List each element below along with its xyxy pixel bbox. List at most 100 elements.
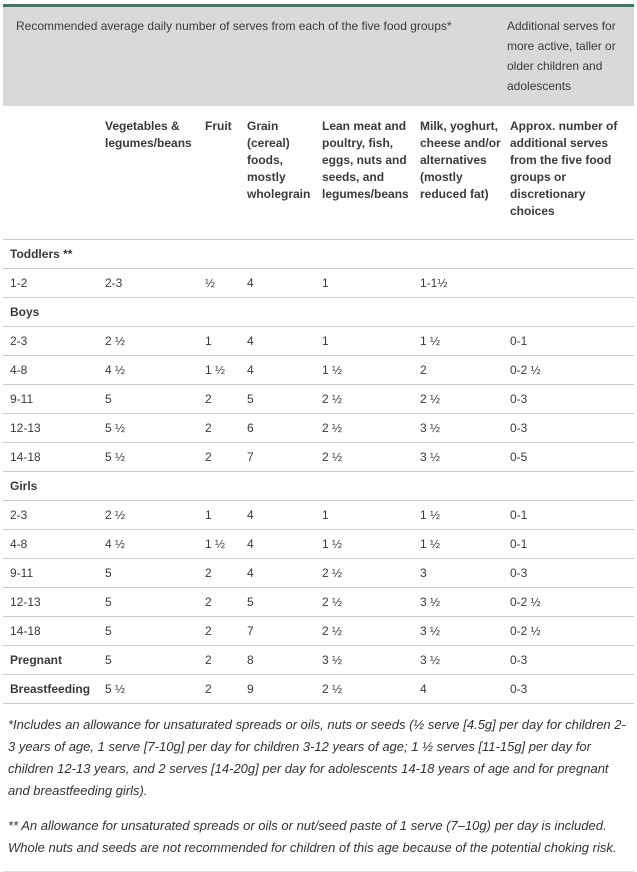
column-header: Milk, yoghurt, cheese and/or alternative…: [420, 119, 501, 201]
column-header: Approx. number of additional serves from…: [510, 119, 618, 218]
value-cell: 0-5: [510, 442, 634, 472]
value-cell: 0-3: [510, 413, 634, 443]
value-cell: 2: [205, 442, 247, 472]
section-label: Girls: [3, 471, 634, 501]
value-cell: 0-3: [510, 674, 634, 704]
value-cell: 4: [247, 500, 322, 530]
value-cell: 5 ½: [105, 413, 205, 443]
value-cell: 2 ½: [322, 384, 420, 414]
value-cell: 2 ½: [420, 384, 510, 414]
value-cell: 3 ½: [420, 616, 510, 646]
value-cell: 3 ½: [420, 587, 510, 617]
value-cell: 2: [205, 616, 247, 646]
value-cell: 2 ½: [322, 558, 420, 588]
value-cell: 2: [205, 587, 247, 617]
value-cell: 1 ½: [420, 500, 510, 530]
value-cell: 2 ½: [322, 413, 420, 443]
section-label: Boys: [3, 297, 634, 327]
section-row: Boys: [3, 297, 634, 327]
value-cell: 1 ½: [420, 529, 510, 559]
recommended-serves-table: Vegetables & legumes/beans Fruit Grain (ce…: [3, 106, 634, 704]
value-cell: 5 ½: [105, 442, 205, 472]
value-cell: 2: [205, 413, 247, 443]
value-cell: 5: [105, 645, 205, 675]
value-cell: 3 ½: [322, 645, 420, 675]
value-cell: 1 ½: [420, 326, 510, 356]
row-label: 9-11: [3, 558, 105, 588]
value-cell: 0-2 ½: [510, 587, 634, 617]
value-cell: 2: [205, 674, 247, 704]
value-cell: 3: [420, 558, 510, 588]
value-cell: 3 ½: [420, 645, 510, 675]
value-cell: 1: [322, 500, 420, 530]
value-cell: 2 ½: [322, 616, 420, 646]
value-cell: [510, 268, 634, 298]
value-cell: 1-1½: [420, 268, 510, 298]
value-cell: 4: [247, 558, 322, 588]
value-cell: ½: [205, 268, 247, 298]
row-label: 2-3: [3, 500, 105, 530]
value-cell: 2: [205, 558, 247, 588]
footnote-double-asterisk: ** An allowance for unsaturated spreads …: [8, 818, 617, 855]
row-label: 1-2: [3, 268, 105, 298]
footnotes: *Includes an allowance for unsaturated s…: [3, 704, 634, 872]
value-cell: 4: [420, 674, 510, 704]
value-cell: 0-3: [510, 645, 634, 675]
footnote-single-asterisk: *Includes an allowance for unsaturated s…: [8, 717, 626, 798]
row-label: Breastfeeding: [3, 674, 105, 704]
banner-additional-serves-note: Additional serves for more active, talle…: [507, 19, 616, 93]
value-cell: 4: [247, 355, 322, 385]
table-row: 1-2 2-3 ½ 4 1 1-1½: [3, 268, 634, 298]
column-header: Vegetables & legumes/beans: [105, 119, 192, 150]
value-cell: 4 ½: [105, 529, 205, 559]
value-cell: 1 ½: [322, 529, 420, 559]
value-cell: 1: [322, 268, 420, 298]
value-cell: 4: [247, 326, 322, 356]
value-cell: 1 ½: [205, 355, 247, 385]
value-cell: 1: [205, 326, 247, 356]
row-label: 12-13: [3, 413, 105, 443]
value-cell: 1 ½: [322, 355, 420, 385]
value-cell: 1: [205, 500, 247, 530]
value-cell: 9: [247, 674, 322, 704]
section-row: Toddlers **: [3, 239, 634, 269]
column-header: Fruit: [205, 119, 232, 133]
row-label: 4-8: [3, 355, 105, 385]
value-cell: 5: [247, 384, 322, 414]
row-label: 9-11: [3, 384, 105, 414]
row-label: 14-18: [3, 616, 105, 646]
row-label: 2-3: [3, 326, 105, 356]
value-cell: 0-3: [510, 558, 634, 588]
value-cell: 2-3: [105, 268, 205, 298]
value-cell: 8: [247, 645, 322, 675]
row-label: 4-8: [3, 529, 105, 559]
row-label: 14-18: [3, 442, 105, 472]
value-cell: 3 ½: [420, 442, 510, 472]
value-cell: 2 ½: [322, 674, 420, 704]
table-header-row: Vegetables & legumes/beans Fruit Grain (ce…: [3, 106, 634, 240]
section-row: Girls: [3, 471, 634, 501]
value-cell: 5: [105, 616, 205, 646]
value-cell: 7: [247, 442, 322, 472]
value-cell: 2 ½: [105, 500, 205, 530]
banner-title: Recommended average daily number of serv…: [16, 19, 452, 33]
value-cell: 6: [247, 413, 322, 443]
value-cell: 5: [105, 384, 205, 414]
row-label: 12-13: [3, 587, 105, 617]
value-cell: 4 ½: [105, 355, 205, 385]
value-cell: 5: [105, 558, 205, 588]
value-cell: 7: [247, 616, 322, 646]
value-cell: 4: [247, 268, 322, 298]
